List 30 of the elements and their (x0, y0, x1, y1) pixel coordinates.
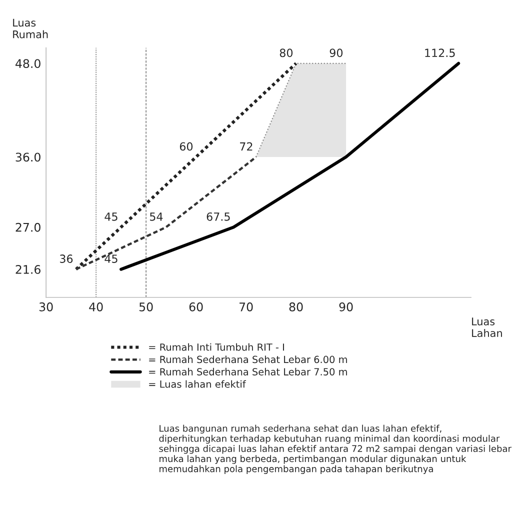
annotation: 45 (104, 254, 118, 263)
annotation: 54 (150, 212, 163, 221)
line-series (74, 62, 298, 271)
x-tick-label: 50 (139, 302, 153, 312)
x-tick-label: 90 (339, 302, 353, 312)
annotation: 72 (240, 142, 252, 150)
legend-label: = Luas lahan efektif (149, 380, 246, 388)
legend-label: = Rumah Sederhana Sehat Lebar 7.50 m (149, 368, 347, 376)
annotation: 60 (180, 142, 193, 151)
y-tick-label: 21.6 (16, 265, 40, 274)
line-series (120, 62, 460, 271)
x-tick-label: 80 (289, 302, 303, 312)
annotation: 112.5 (425, 48, 455, 58)
y-axis-title: Luas Rumah (13, 18, 48, 38)
x-tick-label: 60 (189, 302, 203, 312)
y-tick-label: 48.0 (16, 59, 40, 68)
x-tick-label: 70 (240, 302, 253, 312)
legend-label: = Rumah Sederhana Sehat Lebar 6.00 m (149, 356, 347, 364)
x-tick-label: 30 (39, 302, 53, 312)
text: Luas bangunan rumah sederhana sehat dan luas lahan efektif, diperhitungkan terhadap kebutuhan ruang minimal dan koordinasi modular sehingga dicapai luas lahan efektif antara 72 m2 sampai dengan variasi lebar muka lahan yang berbeda, pertimbangan modular digunakan untuk memudahkan pola pengembangan pada tahapan berikutnya (159, 424, 512, 474)
y-tick-label: 27.0 (16, 222, 40, 232)
x-axis-title: Luas Lahan (472, 318, 502, 338)
x-tick-label: 40 (89, 302, 103, 312)
annotation: 90 (330, 48, 343, 58)
y-tick-label: 36.0 (16, 152, 40, 162)
annotation: 36 (60, 254, 73, 263)
annotation: 80 (280, 48, 293, 58)
annotation: 67.5 (206, 212, 230, 221)
legend-label: = Rumah Inti Tumbuh RIT - I (149, 343, 284, 351)
annotation: 45 (104, 212, 118, 221)
